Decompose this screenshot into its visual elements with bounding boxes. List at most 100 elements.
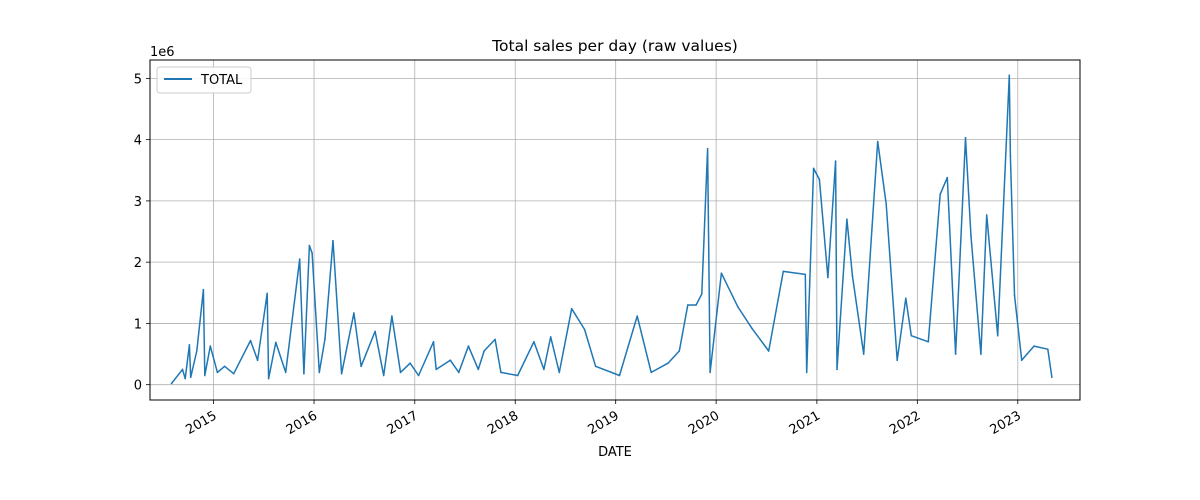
data-point	[266, 292, 269, 295]
y-axis-ticks: 0 1 2 3 4 5	[134, 72, 150, 394]
data-point	[985, 214, 988, 216]
grid-lines	[150, 60, 1080, 400]
data-point	[1020, 359, 1023, 362]
data-point	[391, 315, 393, 317]
data-point	[876, 140, 879, 143]
y-tick-label: 3	[134, 195, 142, 210]
axes-frame	[149, 59, 1081, 401]
data-point	[500, 371, 502, 374]
data-point	[896, 359, 898, 362]
data-point	[477, 368, 480, 371]
data-point	[458, 371, 460, 374]
data-point	[332, 239, 334, 242]
data-point	[275, 341, 277, 344]
data-point	[706, 148, 709, 150]
data-point	[720, 272, 723, 275]
data-point	[303, 372, 305, 375]
data-point	[678, 350, 681, 352]
data-point	[543, 368, 545, 371]
data-point	[181, 368, 184, 371]
data-point	[409, 362, 411, 365]
data-point	[256, 359, 259, 362]
data-point	[636, 315, 638, 317]
data-point	[946, 176, 949, 179]
data-point	[1009, 155, 1012, 157]
data-point	[382, 374, 385, 377]
data-point	[1051, 376, 1053, 379]
data-point	[964, 137, 967, 139]
data-point	[782, 270, 785, 273]
data-point	[1033, 345, 1035, 347]
data-point	[449, 359, 452, 362]
legend-label-total: TOTAL	[200, 73, 243, 88]
data-point	[435, 368, 438, 371]
data-point	[267, 377, 270, 380]
data-point	[687, 304, 689, 306]
y-tick-label: 1	[134, 317, 142, 332]
data-point	[910, 334, 913, 337]
data-point	[1047, 348, 1049, 351]
data-point	[996, 334, 999, 337]
data-point	[1008, 74, 1011, 77]
data-point	[851, 274, 854, 277]
data-point	[417, 374, 420, 377]
data-point	[812, 167, 815, 170]
data-point	[885, 203, 887, 205]
data-point	[818, 178, 821, 181]
data-point	[209, 345, 212, 347]
data-point	[970, 235, 972, 238]
data-point	[927, 341, 930, 343]
data-point	[311, 252, 313, 254]
data-point	[216, 371, 219, 374]
data-point	[618, 374, 621, 377]
data-point	[701, 293, 703, 295]
data-point	[667, 362, 669, 365]
data-point	[905, 297, 907, 300]
data-point	[836, 368, 838, 371]
data-point	[805, 371, 808, 374]
data-point	[767, 350, 770, 352]
data-point	[980, 353, 982, 355]
data-point	[737, 306, 739, 308]
data-point	[516, 374, 519, 377]
data-point	[483, 350, 485, 352]
data-point	[374, 330, 376, 333]
legend-box	[156, 66, 252, 94]
data-point	[846, 218, 848, 221]
data-point	[298, 258, 301, 260]
data-point	[170, 382, 173, 385]
data-point	[202, 288, 205, 291]
series-total	[170, 74, 1053, 385]
data-point	[558, 371, 561, 374]
data-point	[284, 371, 287, 374]
chart-title: Total sales per day (raw values)	[491, 37, 738, 55]
series-layer	[170, 74, 1053, 385]
data-point	[223, 365, 226, 368]
data-point	[939, 193, 941, 195]
data-point	[467, 345, 470, 347]
x-axis-label: DATE	[598, 445, 632, 460]
data-point	[188, 344, 191, 346]
y-tick-label: 2	[134, 256, 142, 271]
y-tick-label: 5	[134, 72, 142, 87]
data-point	[954, 353, 957, 355]
data-point	[695, 304, 697, 306]
data-point	[827, 276, 829, 279]
data-point	[594, 365, 597, 368]
y-tick-label: 4	[134, 134, 142, 149]
data-point	[549, 336, 552, 338]
data-point	[1013, 294, 1016, 297]
y-tick-label: 0	[134, 379, 142, 394]
data-point	[709, 371, 711, 374]
data-point	[232, 372, 235, 375]
data-point	[494, 338, 496, 341]
data-point	[308, 244, 311, 247]
legend: TOTAL	[156, 66, 252, 94]
data-point	[360, 365, 362, 368]
data-point	[189, 376, 192, 379]
data-point	[583, 328, 586, 331]
data-point	[340, 372, 343, 375]
data-point	[862, 353, 865, 355]
y-axis-multiplier: 1e6	[150, 45, 175, 60]
data-point	[204, 374, 206, 377]
